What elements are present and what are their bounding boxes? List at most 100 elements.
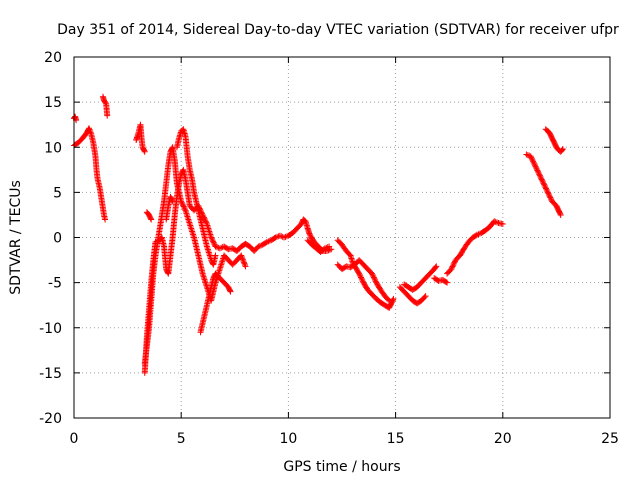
data-point (476, 230, 483, 237)
data-point (536, 172, 543, 179)
data-point (528, 154, 535, 161)
data-point (539, 179, 546, 186)
data-point (491, 218, 498, 225)
data-point (321, 245, 328, 252)
data-point (104, 112, 111, 119)
data-point (475, 231, 482, 238)
data-point (537, 173, 544, 180)
data-point (148, 216, 155, 223)
data-point (266, 237, 273, 244)
data-point (421, 294, 428, 301)
data-point (281, 234, 288, 241)
data-point (357, 273, 364, 280)
data-point (226, 287, 233, 294)
y-tick-label: -15 (39, 366, 62, 382)
data-point (386, 297, 393, 304)
data-point (541, 181, 548, 188)
data-point (433, 263, 440, 270)
data-series-sdtvar (71, 93, 566, 376)
data-point (242, 263, 249, 270)
data-point (218, 244, 225, 251)
y-tick-label: 0 (53, 231, 62, 247)
chart-title: Day 351 of 2014, Sidereal Day-to-day VTE… (57, 22, 619, 38)
data-point (216, 245, 223, 252)
data-point (323, 244, 330, 251)
data-point (147, 215, 154, 222)
data-point (370, 273, 377, 280)
y-tick-label: -5 (48, 276, 62, 292)
data-point (181, 204, 188, 211)
data-point (178, 198, 185, 205)
data-point (276, 232, 283, 239)
data-point (239, 255, 246, 262)
data-point (178, 199, 185, 206)
data-point (241, 262, 248, 269)
data-point (263, 239, 270, 246)
data-point (544, 189, 551, 196)
data-point (212, 243, 219, 250)
data-point (533, 166, 540, 173)
data-point (448, 264, 455, 271)
data-point (227, 288, 234, 295)
data-point (494, 219, 501, 226)
data-point (530, 159, 537, 166)
data-point (141, 148, 148, 155)
data-point (262, 239, 269, 246)
data-point (422, 293, 429, 300)
data-point (102, 99, 109, 106)
data-point (559, 146, 566, 153)
data-point (282, 233, 289, 240)
data-point (357, 274, 364, 281)
data-point (208, 234, 215, 241)
data-point (169, 197, 176, 204)
data-point (530, 158, 537, 165)
data-point (201, 215, 208, 222)
data-point (557, 211, 564, 218)
data-point (180, 202, 187, 209)
data-point (208, 235, 215, 242)
data-point (278, 233, 285, 240)
grid-lines (74, 57, 610, 418)
data-point (432, 264, 439, 271)
x-tick-label: 25 (601, 431, 619, 447)
data-point (86, 126, 93, 133)
y-axis-label: SDTVAR / TECUs (8, 180, 24, 295)
data-point (179, 200, 186, 207)
data-point (255, 243, 262, 250)
data-point (450, 260, 457, 267)
data-point (536, 171, 543, 178)
data-point (450, 262, 457, 269)
data-point (272, 234, 279, 241)
data-point (258, 242, 265, 249)
data-point (87, 128, 94, 135)
data-point (542, 184, 549, 191)
data-point (141, 147, 148, 154)
y-tick-label: 20 (44, 50, 62, 66)
data-point (369, 270, 376, 277)
data-point (557, 210, 564, 217)
x-tick-label: 10 (279, 431, 297, 447)
data-point (543, 186, 550, 193)
x-axis-label: GPS time / hours (283, 459, 400, 475)
data-point (169, 198, 176, 205)
plot-frame (73, 56, 611, 419)
x-tick-label: 15 (387, 431, 405, 447)
data-point (240, 257, 247, 264)
data-point (535, 170, 542, 177)
data-point (524, 152, 531, 159)
data-point (87, 129, 94, 136)
data-point (538, 176, 545, 183)
data-point (180, 203, 187, 210)
data-point (238, 253, 245, 260)
data-point (541, 182, 548, 189)
data-point (444, 279, 451, 286)
data-point (356, 271, 363, 278)
data-point (542, 185, 549, 192)
data-point (529, 157, 536, 164)
data-point (385, 296, 392, 303)
data-point (559, 146, 566, 153)
data-point (448, 266, 455, 273)
y-tick-label: 10 (44, 140, 62, 156)
data-point (209, 237, 216, 244)
data-point (212, 252, 219, 259)
